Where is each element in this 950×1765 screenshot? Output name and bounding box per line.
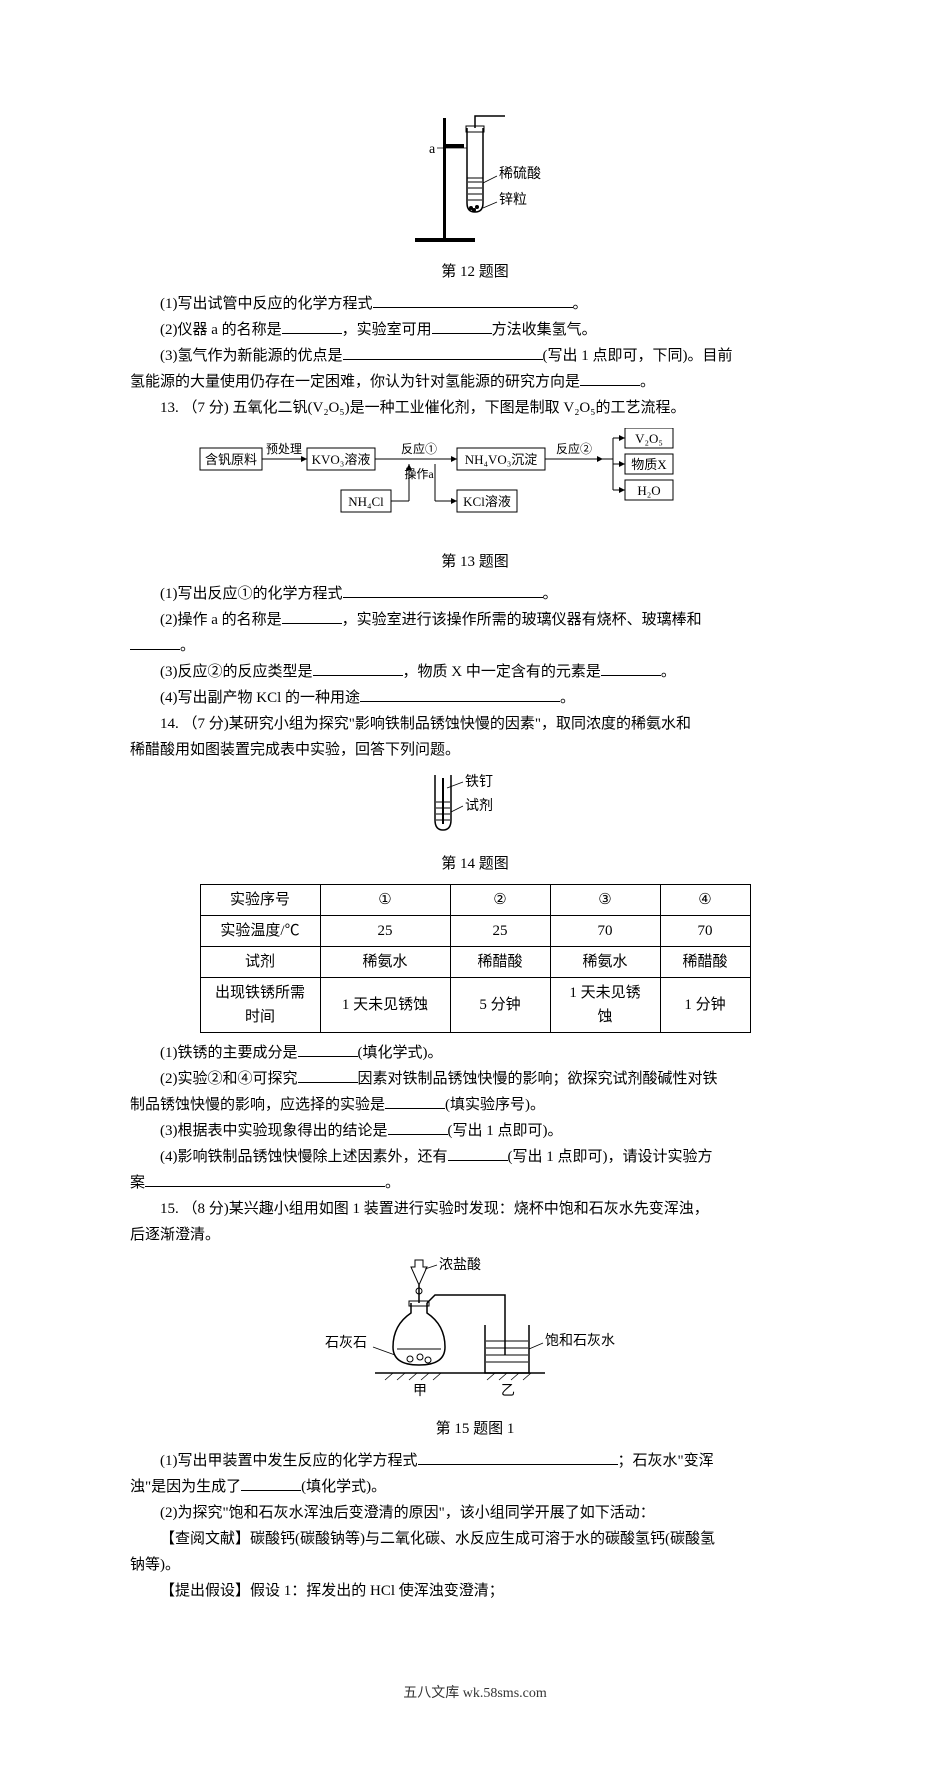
- svg-text:饱和石灰水: 饱和石灰水: [545, 1333, 615, 1349]
- svg-text:乙: 乙: [501, 1383, 515, 1399]
- svg-text:甲: 甲: [413, 1384, 427, 1399]
- svg-text:试剂: 试剂: [465, 798, 493, 814]
- figure-12: a 稀硫酸 锌粒 第 12 题图: [130, 108, 820, 284]
- svg-text:NH₄VO₃沉淀: NH₄VO₃沉淀: [465, 452, 538, 467]
- q14-3: (3)根据表中实验现象得出的结论是(写出 1 点即可)。: [130, 1119, 820, 1143]
- q13-1: (1)写出反应①的化学方程式。: [130, 582, 820, 606]
- fig14-caption: 第 14 题图: [130, 852, 820, 876]
- q13-2b: 。: [130, 634, 820, 658]
- svg-text:H₂O: H₂O: [637, 483, 660, 498]
- svg-text:反应②: 反应②: [556, 441, 592, 456]
- q12-1: (1)写出试管中反应的化学方程式。: [130, 292, 820, 316]
- q15-2: (2)为探究"饱和石灰水浑浊后变澄清的原因"，该小组同学开展了如下活动：: [130, 1501, 820, 1525]
- svg-text:铁钉: 铁钉: [465, 774, 493, 790]
- q12-4: 氢能源的大量使用仍存在一定困难，你认为针对氢能源的研究方向是。: [130, 370, 820, 394]
- svg-text:物质X: 物质X: [631, 457, 667, 472]
- q15-4: 【提出假设】假设 1：挥发出的 HCl 使浑浊变澄清；: [130, 1579, 820, 1603]
- q12-3: (3)氢气作为新能源的优点是(写出 1 点即可，下同)。目前: [130, 344, 820, 368]
- q14-2b: 制品锈蚀快慢的影响，应选择的实验是(填实验序号)。: [130, 1093, 820, 1117]
- svg-text:KVO₃溶液: KVO₃溶液: [312, 452, 371, 467]
- q15-1a: (1)写出甲装置中发生反应的化学方程式；石灰水"变浑: [130, 1449, 820, 1473]
- svg-text:石灰石: 石灰石: [325, 1335, 367, 1351]
- fig12-caption: 第 12 题图: [130, 260, 820, 284]
- q14-1: (1)铁锈的主要成分是(填化学式)。: [130, 1041, 820, 1065]
- figure-15: 浓盐酸 石灰石 饱和石灰水 甲 乙 第 15 题图 1: [130, 1255, 820, 1441]
- svg-text:反应①: 反应①: [401, 441, 437, 456]
- label-zinc: 锌粒: [499, 192, 527, 208]
- page-footer: 五八文库 wk.58sms.com: [130, 1683, 820, 1705]
- svg-text:含钒原料: 含钒原料: [205, 452, 257, 467]
- q14-intro2: 稀醋酸用如图装置完成表中实验，回答下列问题。: [130, 738, 820, 762]
- q15-3b: 钠等)。: [130, 1553, 820, 1577]
- q13-3: (3)反应②的反应类型是，物质 X 中一定含有的元素是。: [130, 660, 820, 684]
- q14-4a: (4)影响铁制品锈蚀快慢除上述因素外，还有(写出 1 点即可)，请设计实验方: [130, 1145, 820, 1169]
- q13-4: (4)写出副产物 KCl 的一种用途。: [130, 686, 820, 710]
- q14-2a: (2)实验②和④可探究因素对铁制品锈蚀快慢的影响；欲探究试剂酸碱性对铁: [130, 1067, 820, 1091]
- svg-text:KCl溶液: KCl溶液: [463, 494, 511, 509]
- q15-intro1: 15. （8 分)某兴趣小组用如图 1 装置进行实验时发现：烧杯中饱和石灰水先变…: [130, 1197, 820, 1221]
- label-a: a: [429, 142, 436, 157]
- q12-2: (2)仪器 a 的名称是，实验室可用方法收集氢气。: [130, 318, 820, 342]
- q13-2: (2)操作 a 的名称是，实验室进行该操作所需的玻璃仪器有烧杯、玻璃棒和: [130, 608, 820, 632]
- fig14-svg: 铁钉 试剂: [415, 770, 535, 840]
- q15-1b: 浊"是因为生成了(填化学式)。: [130, 1475, 820, 1499]
- fig12-svg: a 稀硫酸 锌粒: [375, 108, 575, 248]
- svg-text:NH₄Cl: NH₄Cl: [348, 494, 384, 509]
- svg-text:V₂O₅: V₂O₅: [635, 431, 663, 446]
- q13-intro: 13. （7 分) 五氧化二钒(V₂O₅)是一种工业催化剂，下图是制取 V₂O₅…: [130, 396, 820, 420]
- figure-13: 含钒原料 预处理 KVO₃溶液 反应① 操作a NH₄VO₃沉淀 反应② NH₄…: [130, 428, 820, 574]
- label-acid: 稀硫酸: [499, 166, 541, 182]
- fig13-svg: 含钒原料 预处理 KVO₃溶液 反应① 操作a NH₄VO₃沉淀 反应② NH₄…: [195, 428, 755, 538]
- q14-4b: 案。: [130, 1171, 820, 1195]
- svg-text:预处理: 预处理: [266, 442, 302, 456]
- q14-table: 实验序号 ① ② ③ ④ 实验温度/℃25257070 试剂稀氨水稀醋酸稀氨水稀…: [200, 884, 751, 1033]
- q15-3: 【查阅文献】碳酸钙(碳酸钠等)与二氧化碳、水反应生成可溶于水的碳酸氢钙(碳酸氢: [130, 1527, 820, 1551]
- fig13-caption: 第 13 题图: [130, 550, 820, 574]
- svg-text:浓盐酸: 浓盐酸: [439, 1257, 481, 1273]
- q15-intro2: 后逐渐澄清。: [130, 1223, 820, 1247]
- fig15-caption: 第 15 题图 1: [130, 1417, 820, 1441]
- fig15-svg: 浓盐酸 石灰石 饱和石灰水 甲 乙: [315, 1255, 635, 1405]
- q14-intro1: 14. （7 分)某研究小组为探究"影响铁制品锈蚀快慢的因素"，取同浓度的稀氨水…: [130, 712, 820, 736]
- figure-14: 铁钉 试剂 第 14 题图: [130, 770, 820, 876]
